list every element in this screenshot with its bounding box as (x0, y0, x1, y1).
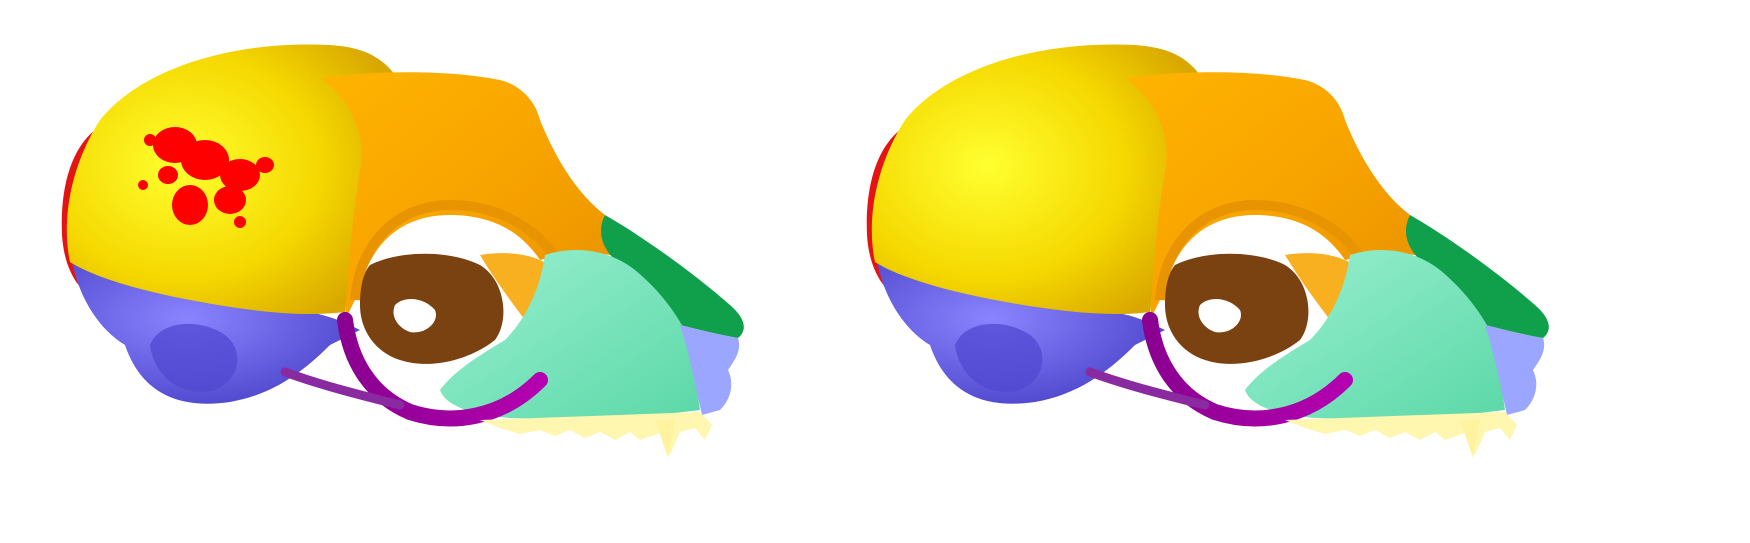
maxilla-bone (1245, 250, 1505, 419)
premaxilla-bone (680, 325, 740, 415)
frontal-bone (320, 72, 620, 320)
highlight-patch (158, 166, 178, 184)
highlight-patch (138, 180, 148, 190)
upper-teeth-row (1285, 412, 1517, 455)
parietal-bone (871, 44, 1200, 315)
canine-tooth (655, 420, 675, 458)
nasal-bone (600, 215, 744, 338)
maxilla-bone (440, 250, 700, 419)
skull-view-right (866, 44, 1549, 458)
highlight-patch (220, 159, 260, 191)
highlight-patch (172, 185, 208, 225)
orbit-rim (350, 199, 565, 301)
highlight-patch (181, 140, 229, 180)
auditory-bulla (955, 323, 1043, 392)
premaxilla-bone (1485, 325, 1545, 415)
highlight-patch (144, 134, 156, 146)
zygomatic-arch (337, 312, 548, 427)
orbit-rim (1155, 199, 1370, 301)
nasal-bone (1405, 215, 1549, 338)
zygomatic-process (1085, 367, 1210, 410)
highlighted-region (138, 127, 274, 228)
frontal-bone (1125, 72, 1425, 320)
upper-teeth-row (480, 412, 712, 455)
highlight-patch (256, 157, 274, 173)
zygomatic-process (280, 367, 405, 410)
highlight-patch (234, 216, 246, 228)
views-layer (61, 44, 1549, 458)
auditory-bulla (150, 323, 238, 392)
zygomatic-arch (1142, 312, 1353, 427)
highlight-patch (214, 186, 246, 214)
optic-foramen (1198, 298, 1241, 333)
skull-view-left (61, 44, 744, 458)
optic-foramen (393, 298, 436, 333)
canine-tooth (1460, 420, 1480, 458)
